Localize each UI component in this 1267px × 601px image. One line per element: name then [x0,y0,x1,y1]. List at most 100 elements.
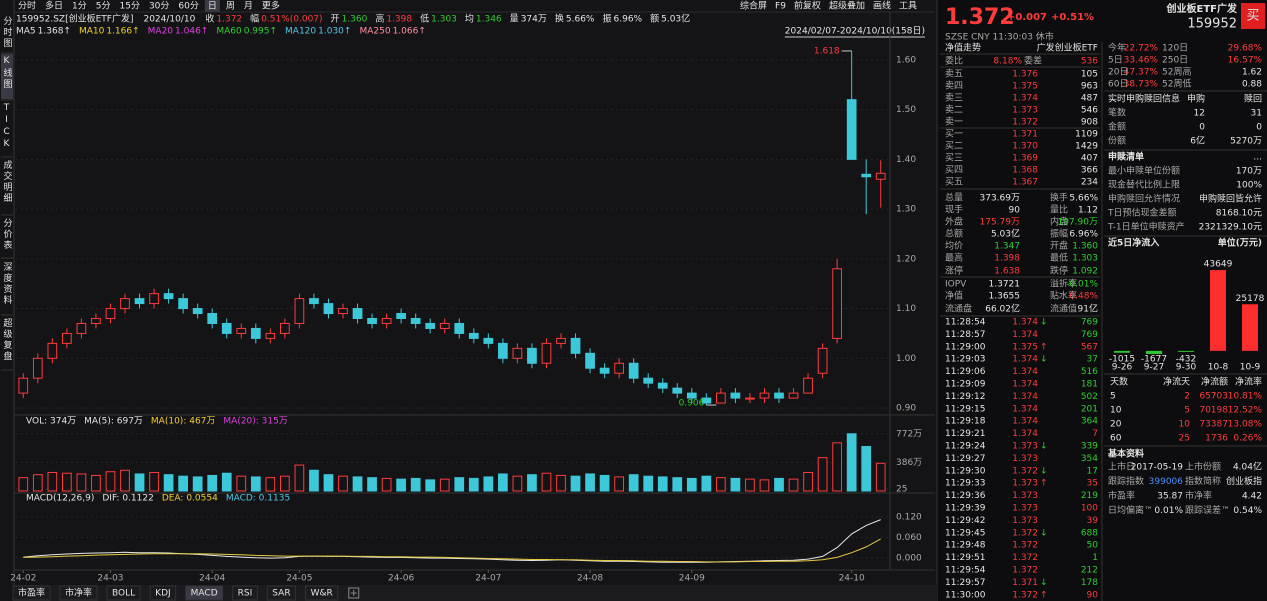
label: 委差 [1024,55,1042,67]
tick-arrow: ↓ [1040,578,1048,588]
value: 100% [1236,181,1262,191]
period-tab[interactable]: 更多 [262,0,280,12]
volume-bar [672,477,683,492]
tool-button[interactable]: 综合屏 [740,0,767,12]
table-head: 净流率 [1235,376,1262,388]
tick-time: 11:29:21 [945,429,985,439]
side-tab[interactable]: 分时图 [2,16,13,49]
indicator-tab[interactable]: 市盈率 [18,587,45,599]
volume-tick-label: 25 [896,485,907,495]
volume-bar [178,475,188,492]
period-tab[interactable]: 日 [208,1,217,12]
period-tab[interactable]: 15分 [120,1,140,12]
side-tab[interactable]: 超级复盘 [2,317,13,362]
volume-bar [439,478,450,492]
candle-body [730,392,741,399]
tick-time: 11:29:03 [945,355,985,365]
value: 1.3655 [989,292,1021,302]
x-tick-label: 24-04 [199,574,225,584]
tick-time: 11:29:45 [945,528,985,538]
volume-bar [788,478,799,492]
candle-body [309,298,319,305]
period-tab[interactable]: 30分 [149,1,169,12]
candle-body [803,377,813,394]
indicator-tab[interactable]: 市净率 [65,587,92,599]
bid-price: 1.369 [1012,154,1038,164]
buy-button[interactable] [1241,3,1265,29]
volume-bar [265,477,276,492]
add-tab-button[interactable] [348,587,360,599]
label: 最小申赎单位份额 [1108,165,1180,177]
tick-volume: 212 [1081,566,1098,576]
volume-bar [614,476,624,492]
period-tab[interactable]: 60分 [178,1,198,12]
tool-button[interactable]: 超级叠加 [829,0,865,12]
tick-time: 11:29:15 [945,404,985,414]
period-tab[interactable]: 月 [244,1,253,12]
info-value: 374万 [521,15,547,25]
value: 47.37% [1124,68,1159,78]
more-button[interactable]: ... [1253,153,1262,163]
value: 6.96% [1069,230,1098,240]
side-tab[interactable]: TICK [2,103,12,151]
flow-bar [1178,350,1194,352]
volume-tick-label: 772万 [896,429,922,439]
volume-bar [76,473,87,492]
table-cell: 60 [1110,434,1122,444]
ask-volume: 105 [1081,70,1098,80]
candle-body [381,318,392,324]
tick-arrow: ↑ [1040,590,1048,600]
indicator-tab[interactable]: SAR [272,589,290,599]
volume-bar [396,478,406,492]
candle-body [323,303,334,315]
tick-arrow: ↓ [1040,318,1048,328]
indicator-tab[interactable]: KDJ [155,589,171,599]
side-tab[interactable]: 深度资料 [2,262,13,306]
candle-body [498,342,508,359]
indicator-tab[interactable]: RSI [238,589,253,599]
value: 90 [1009,206,1021,216]
indicator-tab[interactable]: MACD [191,589,218,599]
macd-tick-label: 0.060 [896,533,922,543]
section-title: 基本资料 [1107,448,1144,460]
flow-bar [1114,350,1130,353]
indicator-tab[interactable]: BOLL [112,589,135,599]
tick-time: 11:29:48 [945,541,986,551]
volume-bar [62,472,72,492]
candle-body [76,322,87,334]
period-tab[interactable]: 5分 [96,1,111,12]
indicator-tab-bg [106,585,141,601]
bid-price: 1.367 [1012,178,1038,188]
info-label: 均 [465,13,474,25]
volume-bar [628,474,639,492]
side-tab[interactable]: 成交明细 [2,159,13,204]
volume-bar [846,433,857,492]
buy-label[interactable]: 买 [1246,9,1259,24]
side-tab[interactable]: 分价表 [2,218,13,251]
tick-price: 1.373 [1012,479,1038,489]
macd-tick-label: 0.120 [896,512,922,522]
volume-bar [410,477,421,492]
label: 申购赎回允许情况 [1108,193,1180,205]
side-tab[interactable]: K线图 [2,56,13,90]
label: 流通盘 [945,303,972,315]
nav-label: 净值走势 [945,42,981,54]
value: 1.360 [1072,242,1098,252]
tool-button[interactable]: 画线 [873,0,891,12]
ma-value: 1.066↑ [393,27,426,37]
candle-body [91,318,101,324]
value: 5.66% [1069,194,1098,204]
period-tab[interactable]: 1分 [72,1,87,12]
volume-bar [47,471,58,492]
tool-button[interactable]: 工具 [899,1,917,12]
indicator-tab[interactable]: W&R [311,589,333,599]
period-tab[interactable]: 分时 [18,0,36,12]
period-tab[interactable]: 周 [226,1,235,12]
value: 6亿 [1190,135,1205,147]
volume-bar [323,474,334,492]
tool-button[interactable]: F9 [775,2,786,12]
tool-button[interactable]: 前复权 [794,0,821,12]
period-tab[interactable]: 多日 [45,0,63,12]
flow-category: 9-26 [1112,363,1133,373]
tick-price: 1.374 [1012,355,1038,365]
